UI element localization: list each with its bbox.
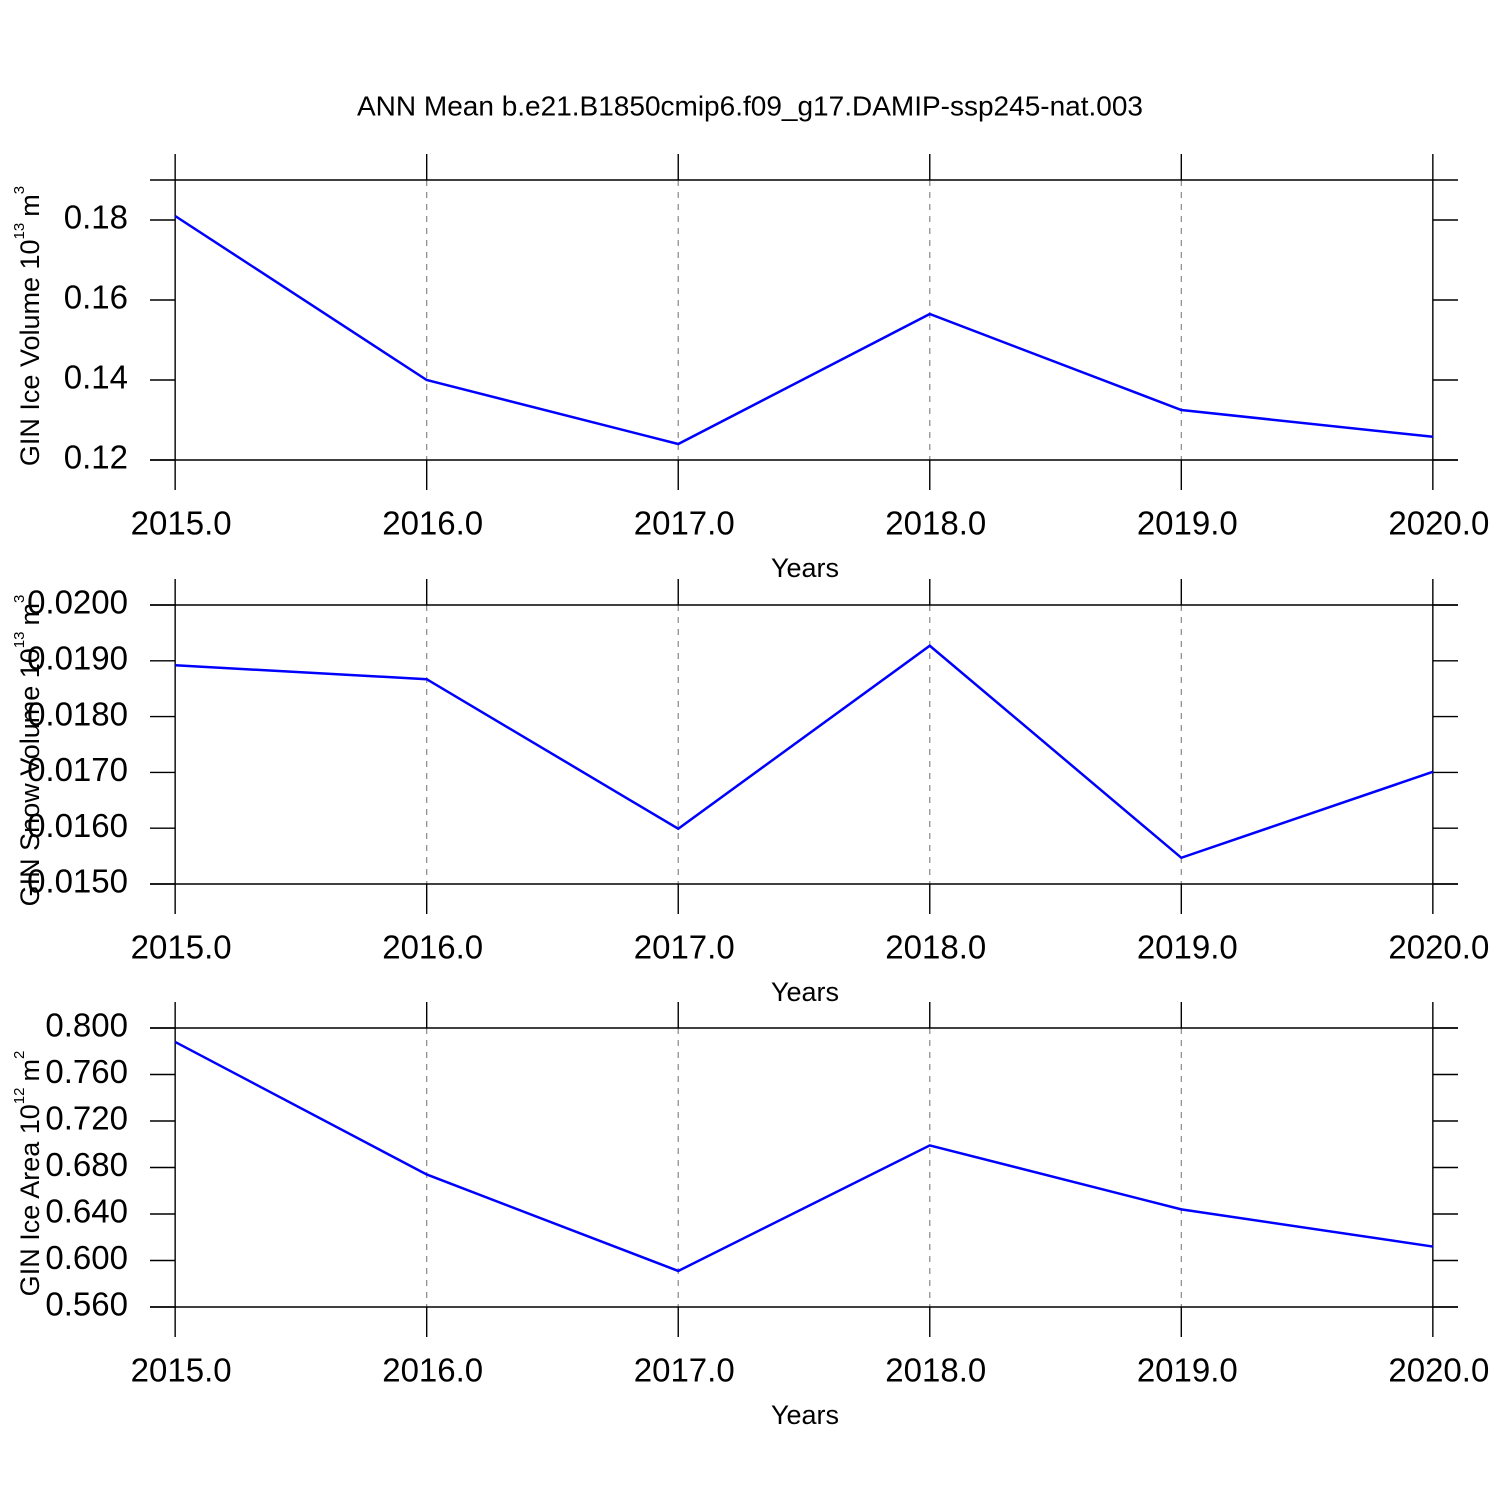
y-label-unit: m (15, 603, 45, 626)
y-tick-label: 0.680 (45, 1146, 128, 1183)
x-tick-label: 2019.0 (1137, 1352, 1238, 1389)
y-label-unit-exponent: 3 (11, 595, 28, 603)
x-axis-label: Years (771, 977, 839, 1007)
x-tick-label: 2018.0 (885, 505, 986, 542)
x-axis-label: Years (771, 553, 839, 583)
x-tick-label: 2017.0 (634, 505, 735, 542)
x-tick-label: 2016.0 (382, 505, 483, 542)
y-tick-label: 0.0150 (27, 863, 128, 900)
y-tick-label: 0.0190 (27, 640, 128, 677)
x-tick-label: 2019.0 (1137, 505, 1238, 542)
data-line (175, 644, 1434, 860)
x-tick-label: 2020.0 (1388, 505, 1489, 542)
y-tick-label: 0.18 (64, 199, 128, 236)
data-line (174, 1040, 1434, 1273)
y-tick-label: 0.0160 (27, 807, 128, 844)
y-label-exponent: 13 (11, 632, 28, 649)
x-tick-label: 2016.0 (382, 929, 483, 966)
x-tick-label: 2016.0 (382, 1352, 483, 1389)
x-axis-label: Years (771, 1400, 839, 1430)
y-label-text: GIN Ice Area 10 (15, 1104, 45, 1296)
y-label-exponent: 12 (11, 1088, 28, 1105)
y-label-unit: m (15, 1059, 45, 1082)
y-tick-label: 0.0200 (27, 584, 128, 621)
y-tick-label: 0.12 (64, 439, 128, 476)
y-tick-label: 0.0170 (27, 751, 128, 788)
y-tick-label: 0.0180 (27, 695, 128, 732)
x-tick-label: 2017.0 (634, 1352, 735, 1389)
y-label-unit-exponent: 2 (11, 1051, 28, 1059)
x-tick-label: 2019.0 (1137, 929, 1238, 966)
y-label-unit-exponent: 3 (11, 186, 28, 194)
data-line (174, 214, 1433, 446)
y-label-text: GIN Snow Volume 10 (15, 648, 45, 906)
y-axis-label: GIN Ice Volume 1013 m3 (11, 186, 45, 466)
y-axis-label: GIN Ice Area 1012 m2 (11, 1051, 45, 1297)
x-tick-label: 2018.0 (885, 929, 986, 966)
y-tick-label: 0.560 (45, 1286, 128, 1323)
y-tick-label: 0.800 (45, 1007, 128, 1044)
chart-title: ANN Mean b.e21.B1850cmip6.f09_g17.DAMIP-… (357, 90, 1143, 121)
y-tick-label: 0.640 (45, 1193, 128, 1230)
x-tick-label: 2020.0 (1388, 1352, 1489, 1389)
y-axis-label: GIN Snow Volume 1013 m3 (11, 595, 45, 907)
x-tick-label: 2015.0 (131, 929, 232, 966)
y-tick-label: 0.760 (45, 1053, 128, 1090)
y-tick-label: 0.14 (64, 359, 128, 396)
y-tick-label: 0.600 (45, 1239, 128, 1276)
x-tick-label: 2017.0 (634, 929, 735, 966)
x-tick-label: 2015.0 (131, 1352, 232, 1389)
y-label-unit: m (15, 194, 45, 217)
y-label-text: GIN Ice Volume 10 (15, 239, 45, 466)
x-tick-label: 2018.0 (885, 1352, 986, 1389)
y-tick-label: 0.720 (45, 1100, 128, 1137)
x-tick-label: 2020.0 (1388, 929, 1489, 966)
y-tick-label: 0.16 (64, 279, 128, 316)
x-tick-label: 2015.0 (131, 505, 232, 542)
y-label-exponent: 13 (11, 223, 28, 240)
